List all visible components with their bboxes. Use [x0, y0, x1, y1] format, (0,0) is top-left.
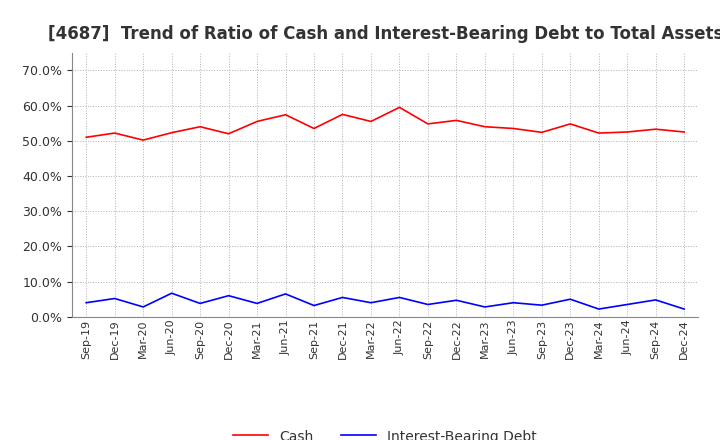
Interest-Bearing Debt	[225, 293, 233, 298]
Title: [4687]  Trend of Ratio of Cash and Interest-Bearing Debt to Total Assets: [4687] Trend of Ratio of Cash and Intere…	[48, 25, 720, 43]
Cash	[452, 118, 461, 123]
Cash	[310, 126, 318, 131]
Line: Cash: Cash	[86, 107, 684, 140]
Interest-Bearing Debt	[595, 306, 603, 312]
Cash	[338, 112, 347, 117]
Interest-Bearing Debt	[167, 290, 176, 296]
Interest-Bearing Debt	[338, 295, 347, 300]
Cash	[537, 130, 546, 135]
Cash	[509, 126, 518, 131]
Interest-Bearing Debt	[623, 302, 631, 307]
Cash	[623, 129, 631, 135]
Interest-Bearing Debt	[452, 297, 461, 303]
Cash	[110, 130, 119, 136]
Cash	[595, 130, 603, 136]
Cash	[196, 124, 204, 129]
Interest-Bearing Debt	[423, 302, 432, 307]
Interest-Bearing Debt	[282, 291, 290, 297]
Interest-Bearing Debt	[366, 300, 375, 305]
Legend: Cash, Interest-Bearing Debt: Cash, Interest-Bearing Debt	[228, 424, 542, 440]
Cash	[652, 127, 660, 132]
Cash	[480, 124, 489, 129]
Interest-Bearing Debt	[395, 295, 404, 300]
Interest-Bearing Debt	[680, 306, 688, 312]
Line: Interest-Bearing Debt: Interest-Bearing Debt	[86, 293, 684, 309]
Interest-Bearing Debt	[253, 301, 261, 306]
Interest-Bearing Debt	[310, 303, 318, 308]
Cash	[423, 121, 432, 127]
Cash	[680, 129, 688, 135]
Cash	[366, 119, 375, 124]
Cash	[253, 119, 261, 124]
Interest-Bearing Debt	[537, 303, 546, 308]
Interest-Bearing Debt	[480, 304, 489, 310]
Interest-Bearing Debt	[196, 301, 204, 306]
Cash	[282, 112, 290, 117]
Interest-Bearing Debt	[652, 297, 660, 303]
Cash	[139, 137, 148, 143]
Interest-Bearing Debt	[566, 297, 575, 302]
Interest-Bearing Debt	[110, 296, 119, 301]
Interest-Bearing Debt	[139, 304, 148, 310]
Cash	[566, 121, 575, 127]
Cash	[82, 135, 91, 140]
Interest-Bearing Debt	[509, 300, 518, 305]
Interest-Bearing Debt	[82, 300, 91, 305]
Cash	[395, 105, 404, 110]
Cash	[225, 131, 233, 136]
Cash	[167, 130, 176, 136]
